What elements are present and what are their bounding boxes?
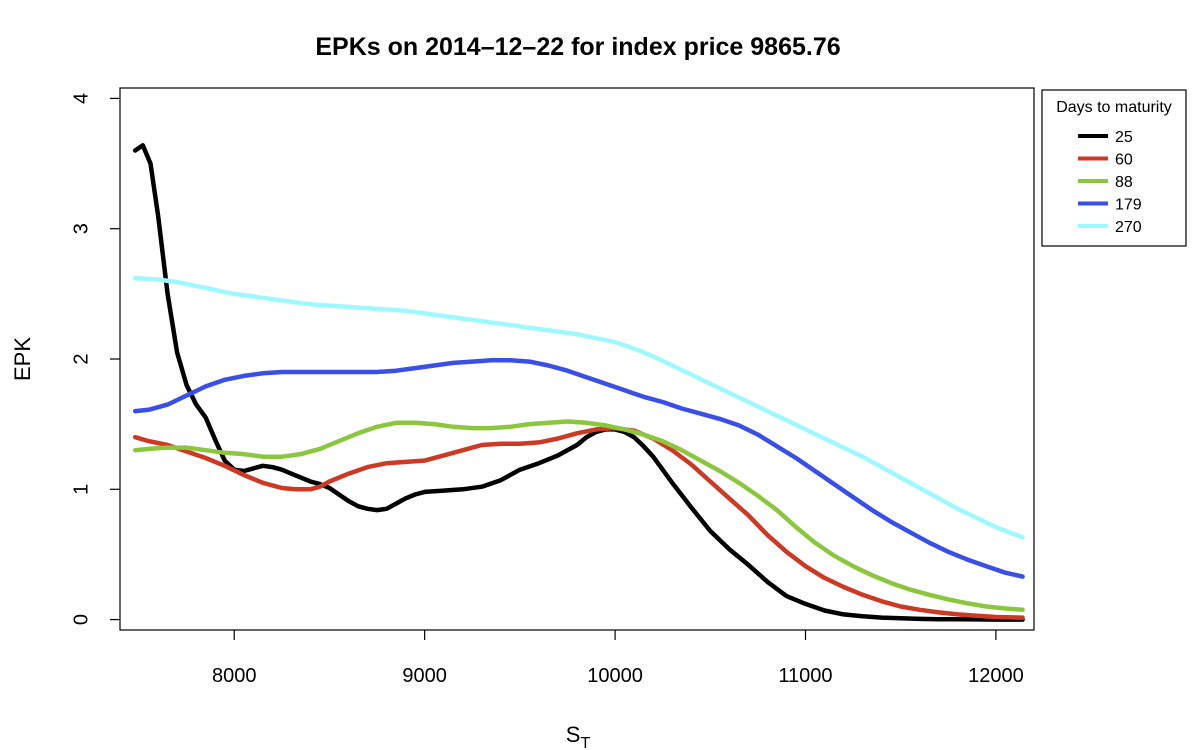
y-axis: 0 1 2 3 4 [70,93,120,625]
plot-frame [119,87,1035,631]
legend-label-179: 179 [1115,197,1142,214]
series-line-179 [132,358,1025,579]
y-tick-label: 2 [70,353,92,364]
series-lines [132,143,1025,622]
legend-label-270: 270 [1115,219,1142,236]
legend-label-25: 25 [1115,129,1133,146]
y-tick-label: 1 [70,484,92,495]
x-axis: 8000 9000 10000 11000 12000 [212,630,1024,687]
chart-title: EPKs on 2014–12–22 for index price 9865.… [315,33,840,61]
x-tick-label: 9000 [402,665,447,687]
x-tick-label: 8000 [212,665,257,687]
y-axis-label: EPK [10,337,35,381]
series-line-270 [132,275,1025,540]
x-axis-label-subscript: T [580,735,590,750]
legend-box [1041,89,1187,247]
legend-label-88: 88 [1115,174,1133,191]
x-tick-label: 12000 [968,665,1024,687]
x-tick-label: 10000 [587,665,643,687]
legend-label-60: 60 [1115,152,1133,169]
series-line-88 [132,419,1025,613]
x-axis-label: ST [566,722,591,750]
x-tick-label: 11000 [778,665,832,687]
legend-items: 25 60 88 179 270 [1078,129,1142,236]
series-line-60 [132,425,1025,620]
series-line-25 [132,143,1025,622]
y-tick-label: 3 [70,223,92,234]
legend-title: Days to maturity [1056,99,1172,116]
legend: Days to maturity 25 60 88 179 270 [1041,89,1187,247]
y-tick-label: 4 [70,93,92,104]
x-axis-label-main: S [566,722,581,747]
y-tick-label: 0 [70,614,92,625]
